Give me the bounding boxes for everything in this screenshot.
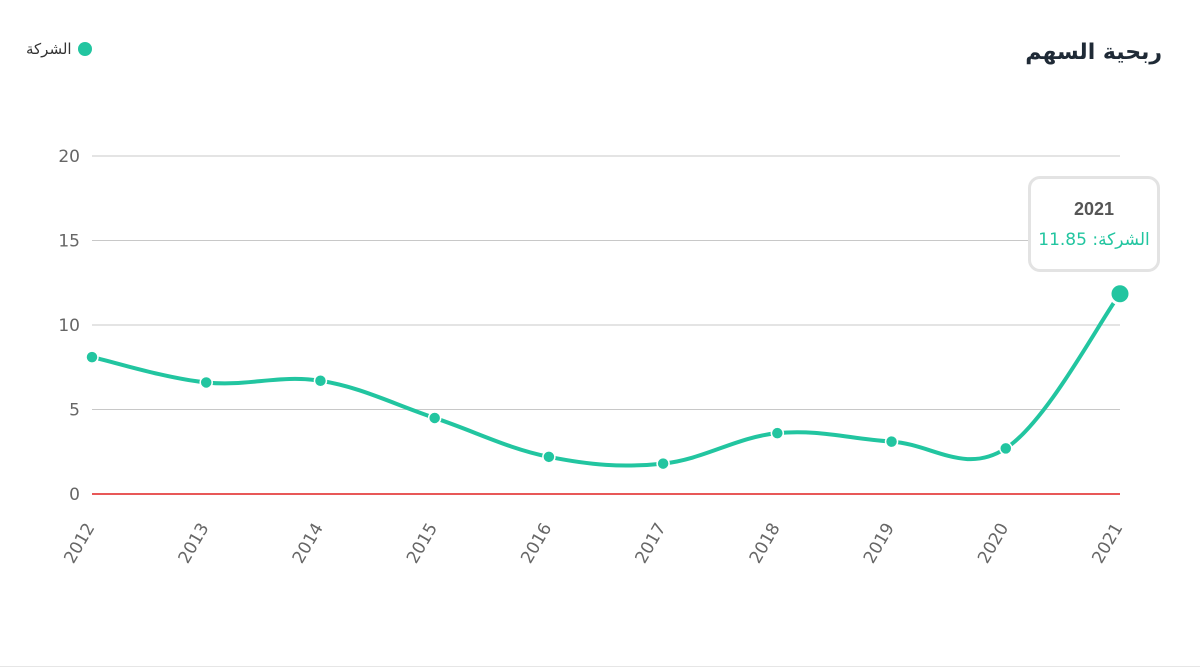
x-tick-label: 2019 xyxy=(860,520,899,567)
y-tick-label: 10 xyxy=(58,316,80,336)
legend-label: الشركة xyxy=(26,40,72,58)
data-point[interactable] xyxy=(427,411,442,425)
x-tick-label: 2012 xyxy=(60,520,99,567)
legend-item[interactable]: الشركة xyxy=(26,40,92,58)
x-tick-label: 2013 xyxy=(175,520,214,567)
tooltip-value-line: الشركة: 11.85 xyxy=(1031,230,1157,250)
chart-title: ربحية السهم xyxy=(1025,40,1162,65)
y-tick-label: 5 xyxy=(69,401,80,421)
x-tick-label: 2020 xyxy=(974,520,1013,567)
y-tick-label: 15 xyxy=(58,232,80,252)
x-tick-label: 2014 xyxy=(289,520,328,567)
x-axis-ticks: 2012 2013 2014 2015 2016 2017 2018 2019 2020 2021 xyxy=(60,520,1127,567)
data-point[interactable] xyxy=(770,426,785,440)
data-point[interactable] xyxy=(884,434,899,449)
data-point[interactable] xyxy=(85,350,99,364)
series-points xyxy=(85,282,1132,471)
data-point[interactable] xyxy=(656,456,670,471)
tooltip-year: 2021 xyxy=(1073,199,1115,219)
legend-dot-icon xyxy=(77,42,92,56)
y-axis-ticks: 0 5 10 15 20 xyxy=(58,147,80,505)
data-point[interactable] xyxy=(999,441,1013,456)
tooltip-series-label: الشركة: xyxy=(1092,230,1150,250)
x-tick-label: 2021 xyxy=(1088,520,1127,567)
grid-lines xyxy=(92,155,1120,495)
series-line xyxy=(90,291,1122,468)
series-line-path xyxy=(90,291,1122,468)
data-point-active[interactable] xyxy=(1108,282,1132,306)
x-tick-label: 2018 xyxy=(746,520,785,567)
tooltip: 2021 الشركة: 11.85 xyxy=(1028,176,1160,272)
data-point[interactable] xyxy=(542,450,556,464)
data-point[interactable] xyxy=(313,374,328,388)
x-tick-label: 2017 xyxy=(631,520,670,567)
x-tick-label: 2016 xyxy=(517,520,556,567)
x-tick-label: 2015 xyxy=(403,520,442,567)
y-tick-label: 0 xyxy=(69,485,80,505)
y-tick-label: 20 xyxy=(58,147,80,167)
tooltip-value: 11.85 xyxy=(1038,230,1087,250)
data-point[interactable] xyxy=(199,375,213,390)
